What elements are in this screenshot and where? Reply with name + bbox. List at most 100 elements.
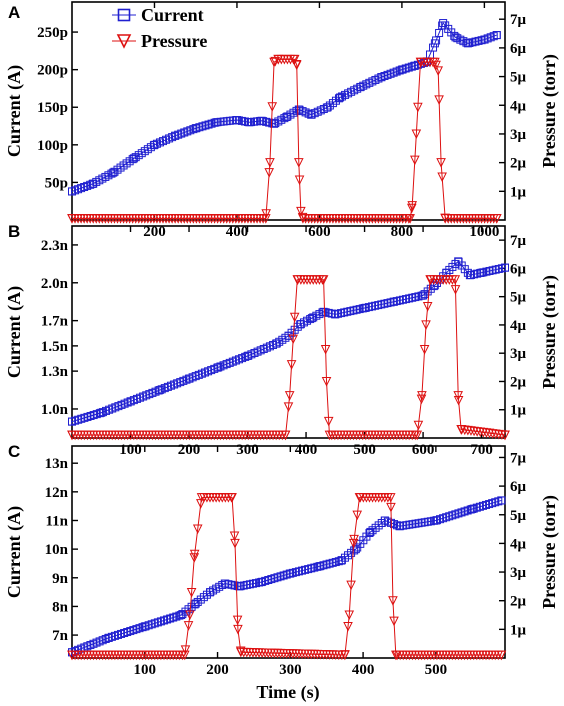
current-point — [284, 331, 293, 340]
pressure-point — [189, 549, 200, 560]
current-point — [480, 35, 489, 44]
pressure-point — [233, 624, 243, 635]
current-point — [140, 622, 149, 631]
pressure-point — [230, 538, 240, 549]
y2-tick-label: 3μ — [510, 127, 527, 143]
panel-label-c: C — [8, 442, 20, 461]
y2-tick-label: 6μ — [510, 261, 527, 277]
current-point — [397, 65, 406, 74]
current-point — [454, 257, 463, 266]
x-tick-label: 400 — [226, 224, 249, 240]
pressure-point — [406, 203, 417, 214]
pressure-point — [280, 430, 291, 441]
pressure-point — [410, 155, 420, 166]
x-tick-label: 500 — [353, 442, 376, 458]
y-tick-label: 2.3n — [41, 238, 69, 254]
current-point — [465, 271, 474, 280]
current-point — [294, 105, 303, 114]
current-point — [272, 339, 281, 348]
y2-tick-label: 1μ — [510, 184, 527, 200]
pressure-point — [292, 275, 303, 285]
current-point — [336, 93, 345, 102]
y2-tick-label: 6μ — [510, 41, 527, 57]
pressure-point — [385, 493, 396, 503]
pressure-point — [179, 650, 190, 661]
current-point — [243, 351, 252, 360]
y-tick-label: 9n — [52, 571, 69, 587]
pressure-point — [411, 129, 422, 140]
pressure-point — [413, 102, 423, 113]
pressure-point — [440, 214, 451, 224]
panel-c: C Current (A) Pressure (torr) Time (s) 1… — [4, 442, 560, 703]
pressure-point — [283, 402, 294, 413]
y2-tick-label: 2μ — [510, 156, 527, 172]
y-tick-label: 1.3n — [41, 364, 69, 380]
y-axis-title-a: Current (A) — [4, 65, 25, 157]
x-tick-label: 400 — [352, 662, 375, 678]
current-point — [155, 386, 164, 395]
legend-pressure-label: Pressure — [141, 31, 207, 51]
y-tick-label: 2.0n — [41, 276, 69, 292]
y-tick-label: 200p — [37, 63, 68, 79]
y-tick-label: 1.0n — [41, 402, 69, 418]
current-point — [212, 118, 221, 127]
current-point — [220, 579, 229, 588]
marks-c — [67, 493, 507, 661]
pressure-point — [413, 420, 424, 431]
ticks-b: 100 200 300 400 500 600 700 1.0n 1.3n 1.5n 1.7n 2.0… — [41, 226, 527, 458]
current-point — [492, 31, 501, 40]
pressure-point — [284, 391, 295, 401]
current-point — [463, 39, 472, 48]
y-tick-label: 12n — [45, 485, 69, 501]
x-tick-label: 100 — [119, 442, 142, 458]
y2-tick-label: 1μ — [510, 403, 527, 419]
current-point — [177, 611, 186, 620]
y2-tick-label: 2μ — [510, 594, 527, 610]
current-point — [307, 110, 316, 119]
pressure-point — [185, 610, 195, 621]
legend-current-square-icon — [117, 8, 131, 22]
pressure-point — [321, 376, 332, 387]
plot-frame-b — [71, 225, 506, 439]
y2-axis-title-b: Pressure (torr) — [539, 275, 560, 389]
pressure-point — [294, 175, 305, 186]
y2-tick-label: 2μ — [510, 374, 527, 390]
panel-label-a: A — [8, 3, 20, 22]
pressure-point — [491, 214, 502, 224]
y-tick-label: 8n — [52, 599, 69, 615]
y-tick-label: 11n — [45, 513, 68, 529]
pressure-point — [386, 502, 396, 513]
pressure-point — [450, 275, 461, 285]
current-point — [356, 82, 365, 91]
pressure-point — [286, 360, 297, 370]
y-tick-label: 50p — [45, 175, 68, 191]
current-point — [191, 599, 200, 608]
current-point — [410, 61, 419, 70]
current-point — [68, 417, 76, 426]
y-tick-label: 7n — [52, 628, 69, 644]
pressure-point — [273, 54, 283, 65]
pressure-point — [186, 588, 197, 598]
plot-frame-c — [71, 445, 506, 659]
pressure-point — [456, 425, 466, 435]
current-point — [245, 118, 254, 127]
pressure-point — [180, 645, 191, 655]
current-point — [319, 307, 328, 316]
current-point — [366, 527, 375, 536]
pressure-point — [261, 209, 271, 219]
ticks-a: 200 400 600 800 1000 50p 100p 150p 200p 250p 1μ 2μ 3… — [37, 2, 527, 240]
current-point — [497, 496, 506, 505]
current-point — [282, 113, 291, 122]
pressure-point — [67, 430, 77, 441]
current-point — [380, 516, 389, 525]
y2-tick-label: 6μ — [510, 479, 527, 495]
pressure-point — [236, 647, 246, 658]
pressure-point — [500, 430, 510, 441]
pressure-point — [415, 57, 426, 68]
current-point — [214, 363, 223, 372]
pressure-point — [288, 334, 298, 345]
pressure-point — [318, 275, 329, 285]
x-tick-label: 600 — [308, 224, 331, 240]
pressure-point — [417, 391, 427, 401]
